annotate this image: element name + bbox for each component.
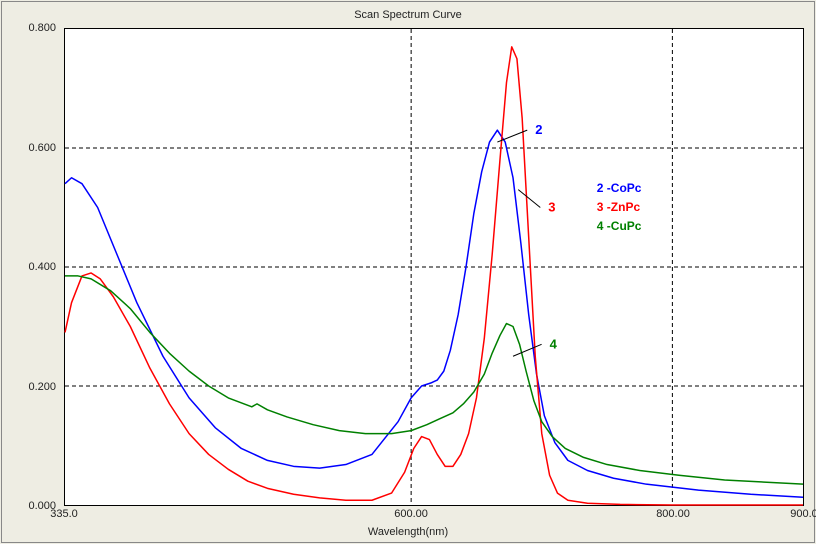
annotation-label: 3 [548, 200, 555, 215]
series-4-CuPc [65, 276, 803, 484]
xtick-label: 600.00 [394, 508, 428, 520]
legend-item: 3 -ZnPc [597, 200, 640, 214]
plot-svg: 2 3 4 [65, 29, 803, 505]
annotation-label: 2 [535, 122, 542, 137]
xtick-label: 335.0 [50, 508, 78, 520]
annotation-label: 4 [550, 336, 558, 351]
annotation-leader [518, 190, 540, 208]
annotation-leader [513, 344, 542, 356]
series-2-CoPc [65, 130, 803, 497]
chart-title: Scan Spectrum Curve [2, 9, 814, 21]
x-axis-label: Wavelength(nm) [2, 526, 814, 538]
ytick-label: 0.800 [28, 22, 56, 34]
ytick-label: 0.600 [28, 142, 56, 154]
xtick-label: 800.00 [656, 508, 690, 520]
ytick-label: 0.400 [28, 261, 56, 273]
plot-area: 2 3 4 [64, 28, 804, 506]
xtick-label: 900.0 [790, 508, 816, 520]
legend-item: 4 -CuPc [597, 219, 642, 233]
ytick-label: 0.200 [28, 381, 56, 393]
chart-outer: Scan Spectrum Curve 234 0.0000.2000.4000… [1, 1, 815, 543]
series-3-ZnPc [65, 47, 803, 505]
legend-item: 2 -CoPc [597, 181, 642, 195]
